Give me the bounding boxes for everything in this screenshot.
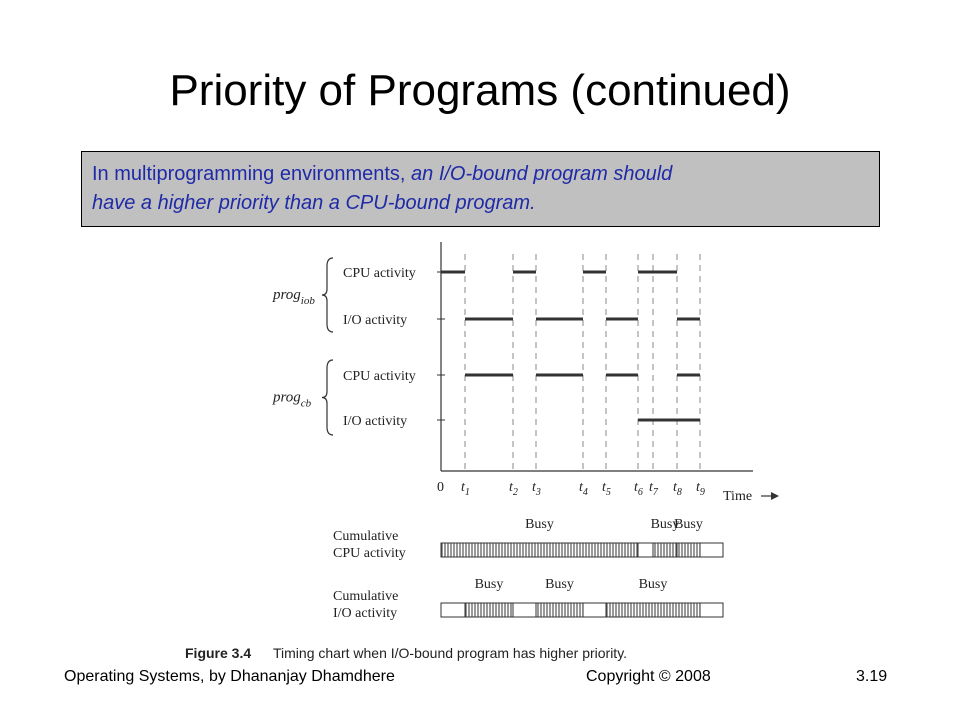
cumulative-cpu-busy-label: Busy xyxy=(674,517,703,532)
time-tick-subscript: 2 xyxy=(513,487,518,498)
cumulative-io-busy-segment xyxy=(464,602,514,618)
time-tick-subscript: 8 xyxy=(677,487,682,498)
callout-emphasis-1: an I/O-bound program should xyxy=(411,163,673,185)
program-label-subscript: cb xyxy=(301,398,312,410)
cumulative-io-busy-segment xyxy=(605,602,701,618)
time-axis-label: Time xyxy=(723,489,752,504)
time-tick-label: t2 xyxy=(509,480,518,498)
activity-segments xyxy=(441,270,700,422)
caption-text: Timing chart when I/O-bound program has … xyxy=(273,645,627,661)
program-brace xyxy=(321,359,334,436)
row-label: CPU activity xyxy=(343,369,416,384)
time-tick-label: t5 xyxy=(602,480,611,498)
time-tick-label: t9 xyxy=(696,480,705,498)
time-tick-label: t7 xyxy=(649,480,659,498)
cumulative-io-label: I/O activity xyxy=(333,606,397,621)
time-tick-subscript: 7 xyxy=(653,487,659,498)
cumulative-cpu-label: CPU activity xyxy=(333,546,406,561)
cumulative-io-busy-label: Busy xyxy=(545,577,574,592)
cumulative-io-busy-label: Busy xyxy=(475,577,504,592)
cumulative-cpu-busy-segment xyxy=(652,542,678,558)
row-label: I/O activity xyxy=(343,313,407,328)
time-arrow-head xyxy=(771,492,779,500)
time-tick-subscript: 5 xyxy=(606,487,611,498)
cumulative-io-busy-segment xyxy=(535,602,584,618)
time-tick-label: t4 xyxy=(579,480,588,498)
cumulative-cpu-busy-label: Busy xyxy=(651,517,680,532)
time-tick-subscript: 1 xyxy=(465,487,470,498)
figure-background xyxy=(183,228,791,668)
cumulative-io-busy-label: Busy xyxy=(639,577,668,592)
row-label: CPU activity xyxy=(343,266,416,281)
callout-box: In multiprogramming environments, an I/O… xyxy=(81,151,880,227)
time-tick-subscript: 4 xyxy=(583,487,588,498)
cumulative-io-label: Cumulative xyxy=(333,589,398,604)
caption-label: Figure 3.4 xyxy=(185,645,251,661)
callout-lead: In multiprogramming environments, xyxy=(92,163,412,185)
time-tick-label: 0 xyxy=(437,480,444,495)
time-tick-label: t3 xyxy=(532,480,541,498)
footer-copyright: Copyright © 2008 xyxy=(586,668,711,685)
timing-chart-figure: CPU activity I/O activity CPU activity I/O … xyxy=(183,228,791,668)
footer-course: Operating Systems, by Dhananjay Dhamdher… xyxy=(64,668,395,685)
slide-title: Priority of Programs (continued) xyxy=(169,66,791,115)
time-tick-label: t1 xyxy=(461,480,470,498)
footer-page-number: 3.19 xyxy=(856,668,888,685)
timing-chart-svg: CPU activity I/O activity CPU activity I/O … xyxy=(183,228,791,668)
time-axis: 0 t1 t2 t3 t4 t5 t6 t7 t8 t9 Time xyxy=(437,242,779,504)
time-tick-subscript: 9 xyxy=(700,487,705,498)
cumulative-cpu-label: Cumulative xyxy=(333,529,398,544)
time-tick-label: t6 xyxy=(634,480,643,498)
callout-emphasis-2: have a higher priority than a CPU-bound … xyxy=(92,192,536,214)
time-tick-label: t8 xyxy=(673,480,682,498)
figure-caption: Figure 3.4 Timing chart when I/O-bound p… xyxy=(185,645,627,661)
cumulative-cpu-busy-segment xyxy=(440,542,639,558)
time-tick-subscript: 3 xyxy=(535,487,541,498)
grid-lines xyxy=(464,254,701,471)
program-label-subscript: iob xyxy=(301,295,316,307)
activity-rows: CPU activity I/O activity CPU activity I/O … xyxy=(272,257,445,436)
cumulative-cpu-busy-label: Busy xyxy=(525,517,554,532)
cumulative-cpu-busy-segment xyxy=(676,542,701,558)
program-brace xyxy=(321,257,334,333)
time-tick-subscript: 6 xyxy=(638,487,643,498)
row-label: I/O activity xyxy=(343,414,407,429)
